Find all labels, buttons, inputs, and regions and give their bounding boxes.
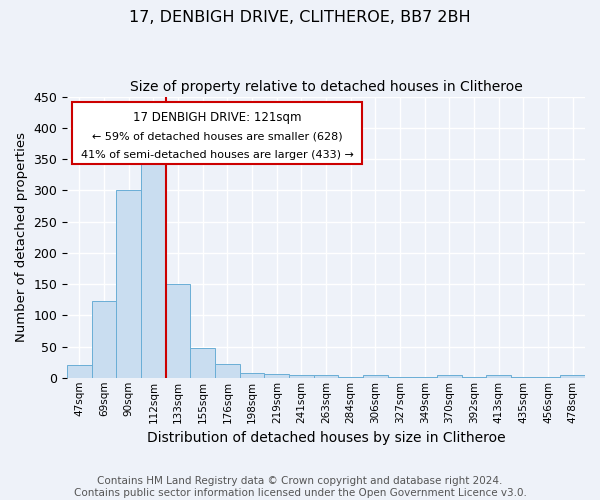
Text: 17 DENBIGH DRIVE: 121sqm: 17 DENBIGH DRIVE: 121sqm xyxy=(133,111,302,124)
Bar xyxy=(116,190,141,378)
Bar xyxy=(511,377,536,378)
X-axis label: Distribution of detached houses by size in Clitheroe: Distribution of detached houses by size … xyxy=(147,431,505,445)
FancyBboxPatch shape xyxy=(73,102,362,164)
Bar xyxy=(363,374,388,378)
Text: 17, DENBIGH DRIVE, CLITHEROE, BB7 2BH: 17, DENBIGH DRIVE, CLITHEROE, BB7 2BH xyxy=(129,10,471,25)
Title: Size of property relative to detached houses in Clitheroe: Size of property relative to detached ho… xyxy=(130,80,523,94)
Bar xyxy=(536,377,560,378)
Bar xyxy=(67,366,92,378)
Bar xyxy=(190,348,215,378)
Bar xyxy=(338,376,363,378)
Bar xyxy=(289,374,314,378)
Bar xyxy=(166,284,190,378)
Bar xyxy=(92,301,116,378)
Bar xyxy=(314,376,338,378)
Bar xyxy=(388,376,412,378)
Bar xyxy=(560,376,585,378)
Text: ← 59% of detached houses are smaller (628): ← 59% of detached houses are smaller (62… xyxy=(92,131,343,141)
Bar xyxy=(412,377,437,378)
Y-axis label: Number of detached properties: Number of detached properties xyxy=(15,132,28,342)
Bar xyxy=(487,376,511,378)
Bar xyxy=(265,374,289,378)
Bar xyxy=(240,373,265,378)
Bar xyxy=(141,151,166,378)
Bar xyxy=(437,376,462,378)
Bar xyxy=(462,377,487,378)
Text: 41% of semi-detached houses are larger (433) →: 41% of semi-detached houses are larger (… xyxy=(81,150,354,160)
Text: Contains HM Land Registry data © Crown copyright and database right 2024.
Contai: Contains HM Land Registry data © Crown c… xyxy=(74,476,526,498)
Bar xyxy=(215,364,240,378)
